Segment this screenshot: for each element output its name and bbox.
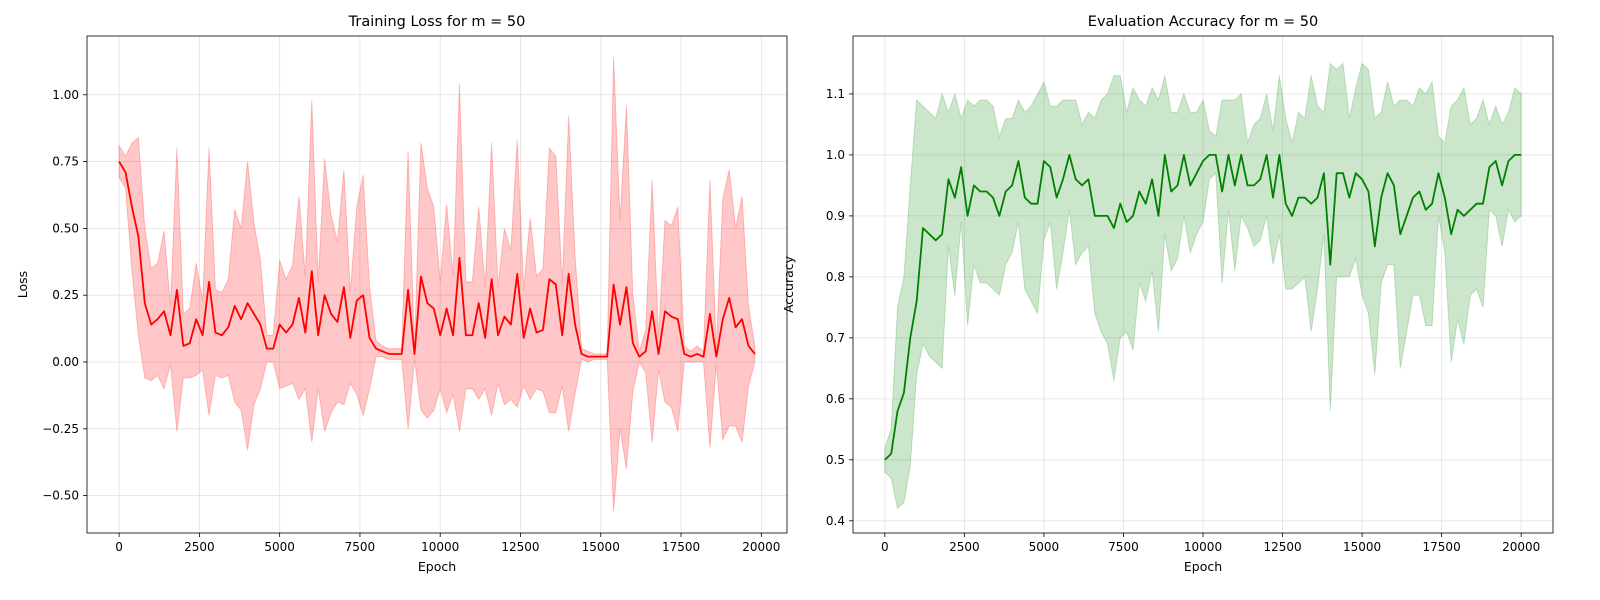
loss-y-tick: 0.75 [52,155,87,169]
loss-x-tick-label: 0 [115,540,123,554]
accuracy-y-tick: 0.7 [826,331,853,345]
loss-grid [87,36,787,533]
accuracy-y-tick-label: 1.0 [826,148,845,162]
accuracy-y-tick-label: 1.1 [826,87,845,101]
loss-x-tick-label: 12500 [501,540,539,554]
accuracy-x-tick-label: 12500 [1263,540,1301,554]
loss-y-tick-label: 1.00 [52,88,79,102]
loss-x-tick: 17500 [662,533,700,554]
accuracy-x-tick: 2500 [949,533,980,554]
accuracy-chart-title: Evaluation Accuracy for m = 50 [1088,14,1318,30]
accuracy-y-tick-label: 0.6 [826,392,845,406]
accuracy-x-tick-label: 7500 [1108,540,1139,554]
loss-x-axis-label: Epoch [418,559,456,574]
evaluation-accuracy-chart: 0 2500 5000 7500 10000 12500 15000 17500 20000 0… [781,14,1554,574]
loss-y-tick: −0.50 [42,489,87,503]
loss-chart-title: Training Loss for m = 50 [348,14,526,30]
accuracy-x-tick: 20000 [1502,533,1540,554]
accuracy-y-tick-label: 0.5 [826,453,845,467]
loss-y-tick-label: −0.50 [42,489,79,503]
accuracy-x-ticks: 0 2500 5000 7500 10000 12500 15000 17500 20000 [881,533,1540,554]
loss-x-tick-label: 15000 [582,540,620,554]
accuracy-y-tick: 0.8 [826,270,853,284]
accuracy-y-tick-label: 0.4 [826,514,845,528]
accuracy-y-tick: 1.0 [826,148,853,162]
loss-y-tick-label: 0.00 [52,355,79,369]
accuracy-x-tick: 0 [881,533,889,554]
loss-mean-line [118,161,756,358]
loss-x-tick: 0 [115,533,123,554]
accuracy-y-tick-label: 0.7 [826,331,845,345]
accuracy-x-tick: 7500 [1108,533,1139,554]
loss-x-tick: 7500 [345,533,376,554]
loss-x-tick: 5000 [264,533,295,554]
loss-y-tick: 1.00 [52,88,87,102]
accuracy-y-ticks: 0.4 0.5 0.6 0.7 0.8 0.9 1.0 1.1 [826,87,853,528]
accuracy-x-tick-label: 20000 [1502,540,1540,554]
training-loss-chart: 0 2500 5000 7500 10000 12500 15000 17500 20000 −… [15,14,788,574]
loss-x-tick-label: 10000 [421,540,459,554]
accuracy-x-tick-label: 10000 [1184,540,1222,554]
accuracy-mean-line [884,154,1522,461]
loss-x-tick-label: 5000 [264,540,295,554]
loss-y-tick-label: 0.75 [52,155,79,169]
loss-x-tick: 20000 [742,533,780,554]
accuracy-y-tick: 0.6 [826,392,853,406]
accuracy-y-tick: 0.9 [826,209,853,223]
loss-x-tick-label: 17500 [662,540,700,554]
accuracy-x-axis-label: Epoch [1184,559,1222,574]
loss-y-tick-label: 0.25 [52,288,79,302]
loss-x-tick: 15000 [582,533,620,554]
loss-y-tick: 0.25 [52,288,87,302]
loss-y-tick: 0.00 [52,355,87,369]
loss-x-tick: 10000 [421,533,459,554]
loss-y-tick: −0.25 [42,422,87,436]
accuracy-x-tick-label: 5000 [1029,540,1060,554]
accuracy-x-tick-label: 17500 [1423,540,1461,554]
accuracy-x-tick-label: 15000 [1343,540,1381,554]
accuracy-std-band [884,62,1522,510]
loss-y-tick-label: 0.50 [52,221,79,235]
accuracy-x-tick: 17500 [1423,533,1461,554]
accuracy-y-tick: 0.4 [826,514,853,528]
accuracy-y-tick-label: 0.8 [826,270,845,284]
loss-x-tick: 2500 [184,533,215,554]
accuracy-x-tick-label: 2500 [949,540,980,554]
accuracy-x-tick: 10000 [1184,533,1222,554]
accuracy-x-tick: 5000 [1029,533,1060,554]
accuracy-y-axis-label: Accuracy [781,255,796,313]
accuracy-grid [853,36,1553,533]
accuracy-y-tick: 1.1 [826,87,853,101]
loss-x-tick-label: 2500 [184,540,215,554]
accuracy-x-tick: 12500 [1263,533,1302,554]
loss-std-band [118,57,756,512]
loss-x-tick-label: 20000 [742,540,780,554]
loss-y-axis-label: Loss [15,271,30,298]
loss-y-ticks: −0.50 −0.25 0.00 0.25 0.50 0.75 1.00 [42,88,87,503]
loss-x-ticks: 0 2500 5000 7500 10000 12500 15000 17500 20000 [115,533,780,554]
accuracy-x-tick: 15000 [1343,533,1381,554]
loss-x-tick: 12500 [501,533,540,554]
loss-y-tick-label: −0.25 [42,422,79,436]
loss-y-tick: 0.50 [52,221,87,235]
accuracy-x-tick-label: 0 [881,540,889,554]
loss-axes-frame [86,35,788,534]
accuracy-y-tick: 0.5 [826,453,853,467]
accuracy-y-tick-label: 0.9 [826,209,845,223]
loss-x-tick-label: 7500 [345,540,376,554]
